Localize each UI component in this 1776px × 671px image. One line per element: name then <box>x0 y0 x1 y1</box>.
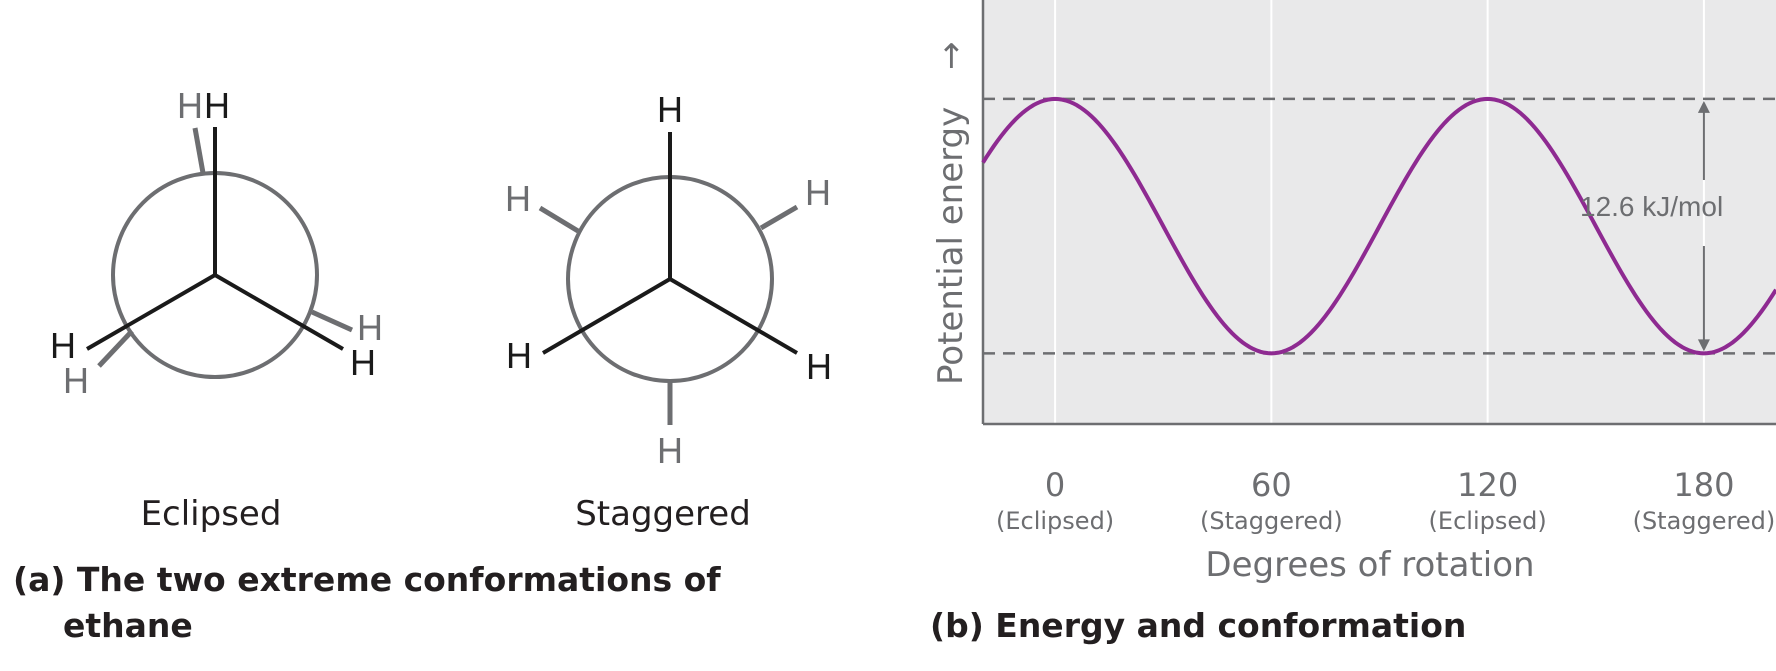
staggered-newman-projection: H H H H H H Staggered <box>505 89 832 534</box>
staggered-front-atom-left: H <box>506 335 532 376</box>
barrier-arrowhead-up-icon <box>1697 100 1710 113</box>
x-tick-label-60: 60 <box>1251 466 1292 504</box>
staggered-back-bond-upper-right <box>759 204 799 231</box>
y-axis-arrow-icon: → <box>931 42 971 71</box>
staggered-caption: Staggered <box>575 494 751 534</box>
staggered-back-atom-upper-right: H <box>805 172 831 213</box>
staggered-back-atom-upper-left: H <box>505 178 531 219</box>
eclipsed-back-bond-top <box>192 127 206 174</box>
x-tick-label-0: 0 <box>1045 466 1065 504</box>
x-tick-labels: 0 (Eclipsed) 60 (Staggered) 120 (Eclipsed) 180… <box>996 466 1775 535</box>
y-axis-title: Potential energy <box>931 107 971 385</box>
eclipsed-front-bond-right <box>213 273 345 351</box>
eclipsed-back-atom-top: H <box>177 85 203 126</box>
energy-barrier-indicator <box>1697 100 1710 352</box>
staggered-front-atom-right: H <box>806 346 832 387</box>
reference-lines <box>983 97 1776 355</box>
x-tick-sublabel-0: (Eclipsed) <box>996 507 1114 535</box>
potential-energy-curve <box>981 96 1776 356</box>
eclipsed-back-atom-right: H <box>357 307 383 348</box>
x-tick-sublabel-60: (Staggered) <box>1200 507 1343 535</box>
staggered-front-atom-top: H <box>657 89 683 130</box>
x-tick-label-180: 180 <box>1673 466 1734 504</box>
panel-a-title-line1: (a) The two extreme conformations of <box>13 560 721 599</box>
eclipsed-back-atom-left: H <box>63 360 89 401</box>
eclipsed-back-bond-left <box>97 329 134 368</box>
eclipsed-caption: Eclipsed <box>141 494 282 534</box>
eclipsed-front-bond-left <box>85 273 217 351</box>
eclipsed-newman-projection: H H H H H H Eclipsed <box>50 85 383 534</box>
eclipsed-front-atom-left: H <box>50 325 76 366</box>
x-tick-sublabel-120: (Eclipsed) <box>1429 507 1547 535</box>
eclipsed-front-atom-right: H <box>350 342 376 383</box>
panel-b-title: (b) Energy and conformation <box>930 606 1466 645</box>
energy-barrier-label: 12.6 kJ/mol <box>1580 191 1723 222</box>
eclipsed-back-bond-right <box>310 309 354 333</box>
eclipsed-front-atom-top: H <box>204 85 230 126</box>
x-tick-sublabel-180: (Staggered) <box>1633 507 1776 535</box>
barrier-arrowhead-down-icon <box>1697 339 1710 352</box>
energy-chart: 12.6 kJ/mol 0 (Eclipsed) 60 (Staggered) 120 (… <box>931 0 1776 585</box>
x-axis-title: Degrees of rotation <box>1205 545 1534 585</box>
staggered-back-atom-bottom: H <box>657 430 683 471</box>
panel-a-title-line2: ethane <box>63 606 193 645</box>
staggered-back-bond-upper-left <box>538 205 580 234</box>
staggered-front-bond-right <box>668 277 799 355</box>
staggered-front-bond-left <box>541 277 672 355</box>
x-tick-label-120: 120 <box>1457 466 1518 504</box>
